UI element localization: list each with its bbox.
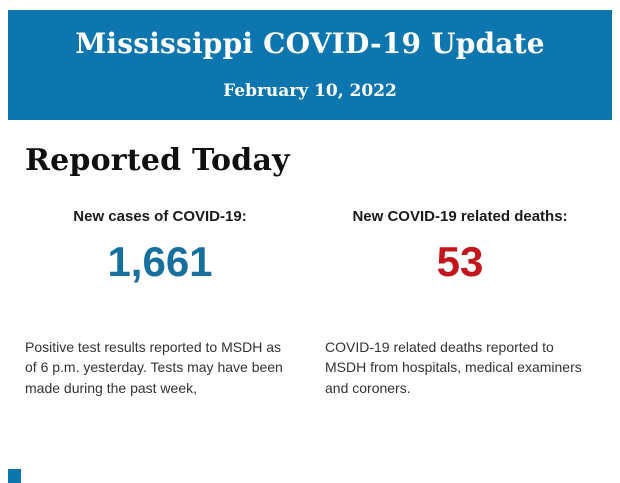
new-cases-value: 1,661 [107, 238, 213, 285]
new-deaths-description: COVID-19 related deaths reported to MSDH… [325, 339, 582, 396]
stat-new-deaths: New COVID-19 related deaths: 53 COVID-19… [325, 208, 595, 398]
stats-grid: New cases of COVID-19: 1,661 Positive te… [25, 208, 595, 398]
newsletter-date: February 10, 2022 [223, 80, 397, 101]
new-cases-label: New cases of COVID-19: [73, 208, 247, 225]
reported-today-section: Reported Today New cases of COVID-19: 1,… [0, 120, 620, 398]
newsletter-title: Mississippi COVID-19 Update [75, 27, 545, 60]
new-deaths-label: New COVID-19 related deaths: [352, 208, 568, 225]
next-section-corner [8, 469, 21, 483]
section-heading: Reported Today [25, 143, 290, 178]
header-band: Mississippi COVID-19 Update February 10,… [8, 10, 612, 120]
new-cases-description: Positive test results reported to MSDH a… [25, 339, 283, 396]
new-deaths-value: 53 [436, 238, 484, 285]
stat-new-cases: New cases of COVID-19: 1,661 Positive te… [25, 208, 295, 398]
